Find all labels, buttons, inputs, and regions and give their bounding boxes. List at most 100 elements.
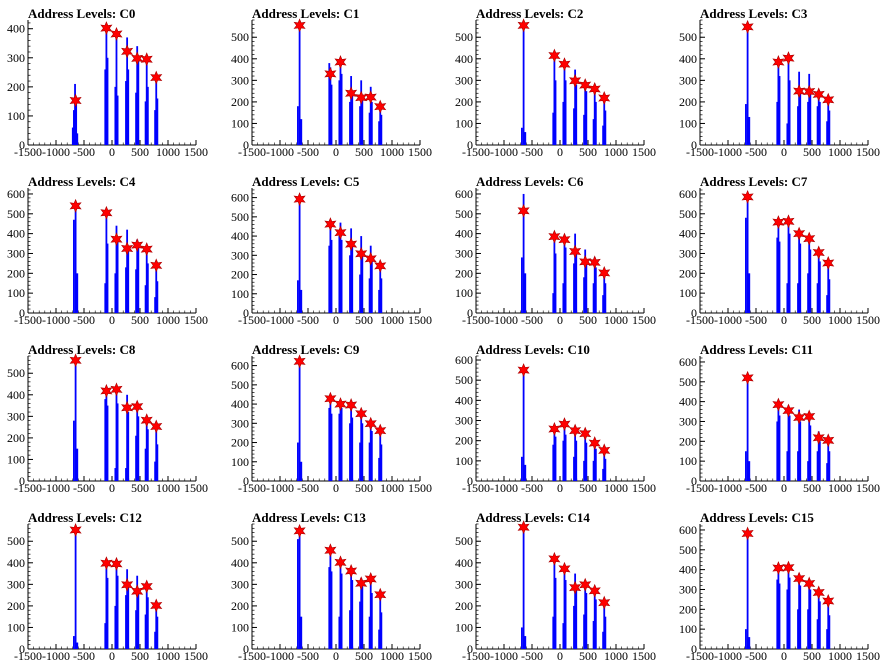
histogram-bar: [574, 69, 577, 145]
y-tick-label: 0: [243, 138, 249, 152]
x-tick-label: -1000: [714, 313, 742, 327]
histogram-bar: [114, 273, 117, 313]
x-tick-label: 0: [781, 313, 787, 327]
peak-marker: [131, 399, 144, 414]
peak-marker: [69, 93, 82, 108]
histogram-bar: [351, 91, 354, 145]
histogram-bar: [126, 394, 129, 481]
y-tick-label: 100: [7, 109, 25, 123]
y-tick-label: 600: [679, 523, 697, 537]
peak-marker: [69, 523, 82, 538]
histogram-bar: [298, 360, 301, 481]
histogram-bar: [552, 112, 555, 145]
histogram-bar: [154, 631, 157, 649]
y-tick-label: 600: [231, 191, 249, 205]
y-tick-label: 600: [679, 355, 697, 369]
histogram-bar: [553, 558, 556, 649]
x-tick-label: 1000: [380, 481, 404, 495]
histogram-bar: [74, 204, 77, 313]
histogram-bar: [155, 603, 158, 649]
histogram-bar: [146, 86, 149, 145]
histogram-bar: [136, 239, 139, 313]
y-tick-label: 400: [455, 52, 473, 66]
histogram-bar: [788, 415, 791, 481]
y-tick-label: 600: [679, 187, 697, 201]
y-tick-label: 500: [455, 207, 473, 221]
histogram-bar: [378, 457, 381, 481]
histogram-bar: [115, 225, 118, 313]
histogram-bar: [115, 33, 118, 145]
x-tick-label: 500: [579, 145, 597, 159]
peak-marker: [293, 18, 306, 33]
peak-marker: [345, 398, 358, 413]
x-tick-label: -1500: [462, 481, 490, 495]
x-tick-label: -1000: [490, 313, 518, 327]
peak-marker: [140, 52, 153, 67]
histogram-bar: [339, 60, 342, 146]
x-tick-label: 500: [131, 649, 149, 663]
peak-marker: [517, 363, 530, 378]
histogram-bar: [125, 468, 127, 481]
panel-title: Address Levels: C2: [476, 6, 583, 21]
y-tick-label: 100: [7, 620, 25, 634]
peak-marker: [741, 189, 754, 204]
histogram-bar: [156, 281, 159, 313]
histogram-bar: [300, 616, 303, 649]
y-tick-label: 500: [7, 207, 25, 221]
x-tick-label: 1500: [856, 145, 880, 159]
x-tick-label: 1000: [156, 481, 180, 495]
x-tick-label: -1500: [462, 313, 490, 327]
x-tick-label: -500: [745, 145, 767, 159]
histogram-bar: [369, 86, 372, 145]
histogram-bar: [145, 247, 148, 313]
x-tick-label: -1000: [714, 481, 742, 495]
histogram-bar: [594, 101, 597, 145]
peak-marker: [334, 555, 347, 570]
histogram-bar: [602, 295, 605, 313]
y-tick-label: 300: [231, 416, 249, 430]
histogram-bar: [522, 193, 525, 313]
histogram-bar: [328, 245, 331, 313]
histogram-bar: [125, 267, 127, 313]
y-tick-label: 200: [231, 599, 249, 613]
histogram-bar: [593, 257, 596, 313]
peak-marker: [140, 242, 153, 257]
histogram-bar: [807, 461, 809, 481]
histogram-bar: [818, 261, 821, 313]
y-tick-label: 400: [455, 227, 473, 241]
histogram-bar: [594, 599, 597, 649]
peak-marker: [782, 403, 795, 418]
histogram-bar: [778, 241, 781, 313]
histogram-bar: [584, 582, 587, 649]
histogram-bar: [74, 83, 76, 145]
histogram-bar: [584, 432, 587, 481]
histogram-bar: [360, 577, 363, 649]
peak-marker: [355, 90, 368, 105]
x-tick-label: -500: [521, 649, 543, 663]
histogram-bar: [604, 283, 607, 313]
histogram-bar: [328, 567, 331, 649]
histogram-bar: [104, 283, 107, 313]
y-tick-label: 0: [467, 138, 473, 152]
peak-marker: [569, 244, 582, 259]
histogram-bar: [359, 106, 361, 145]
histogram-bar: [330, 84, 333, 145]
histogram-bar: [809, 589, 812, 649]
y-tick-label: 300: [455, 577, 473, 591]
panel-title: Address Levels: C11: [700, 342, 813, 357]
peak-marker: [293, 354, 306, 369]
y-tick-label: 100: [7, 452, 25, 466]
peak-marker: [324, 391, 337, 406]
histogram-bar: [340, 407, 343, 481]
x-tick-label: -1000: [266, 649, 294, 663]
histogram-bar: [106, 57, 109, 145]
histogram-bar: [524, 132, 527, 145]
x-tick-label: -1500: [686, 649, 714, 663]
peak-marker: [364, 416, 377, 431]
histogram-bar: [585, 259, 588, 313]
x-tick-label: -500: [745, 481, 767, 495]
histogram-bar: [115, 562, 118, 649]
panel-title: Address Levels: C7: [700, 174, 808, 189]
histogram-bar: [338, 616, 341, 649]
